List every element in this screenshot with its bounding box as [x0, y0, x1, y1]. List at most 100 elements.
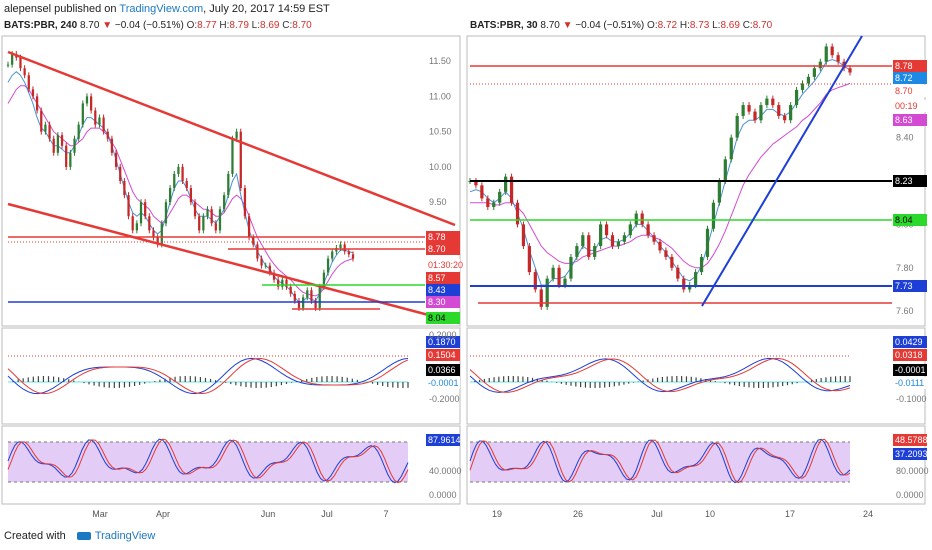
- left-price-candle: [27, 75, 30, 90]
- right-price-candle: [747, 105, 751, 112]
- left-label-870: 8.70: [428, 244, 446, 254]
- right-price-candle: [533, 272, 537, 290]
- panel-frame-2: [1, 425, 461, 505]
- left-price-y-tick: 10.50: [429, 127, 452, 137]
- right-price-candle: [593, 246, 597, 257]
- right-label-863: 8.63: [895, 115, 913, 125]
- left-price-candle: [272, 272, 276, 280]
- right-price-candle: [848, 68, 852, 73]
- right-label-870-bg: [893, 85, 927, 97]
- left-label-timer-bg: [426, 259, 460, 271]
- left-price-candle: [214, 223, 217, 231]
- right-x-tick: 17: [785, 509, 795, 519]
- right-label-823-bg: [893, 175, 927, 187]
- right-price-candle: [664, 250, 668, 257]
- left-stoch-value-label-bg: [426, 434, 460, 446]
- left-price-candle: [314, 300, 317, 308]
- right-price-candle: [646, 224, 650, 236]
- right-price-candle: [492, 202, 496, 208]
- right-price-candle: [771, 98, 775, 106]
- right-price-candle: [705, 228, 710, 257]
- right-high: 8.73: [689, 20, 710, 31]
- right-price-candle: [765, 98, 769, 106]
- right-label-773-bg: [893, 280, 927, 292]
- left-price-y-tick: 11.00: [429, 91, 451, 101]
- right-price-candle: [587, 235, 591, 257]
- left-price-candle: [131, 216, 134, 231]
- right-x-tick: Jul: [651, 509, 663, 519]
- left-close: 8.70: [292, 20, 312, 31]
- left-price-candle: [351, 254, 355, 259]
- left-price-candle: [193, 202, 197, 217]
- left-price-candle: [218, 209, 222, 231]
- left-price-candle: [198, 216, 201, 231]
- right-symbol[interactable]: BATS:PBR, 30: [470, 20, 538, 31]
- right-price-candle: [759, 105, 763, 121]
- left-price-y-tick: 11.50: [429, 56, 451, 66]
- charts-canvas[interactable]: 11.5011.0010.5010.009.509.008.788.7001:3…: [0, 0, 932, 525]
- right-stoch-d-line: [469, 438, 851, 484]
- right-price-candle: [599, 224, 603, 247]
- site-link[interactable]: TradingView.com: [119, 3, 204, 15]
- left-price-candle: [6, 64, 10, 66]
- right-macd-value-label: 0.0429: [895, 337, 923, 347]
- left-price-candle: [189, 188, 193, 203]
- left-price-candle: [343, 244, 346, 252]
- right-x-tick: 10: [705, 509, 715, 519]
- right-label-878-bg: [893, 60, 927, 72]
- right-macd-value-label: 0.0318: [895, 350, 923, 360]
- right-price-candle: [581, 235, 585, 247]
- right-price-candle: [676, 267, 680, 279]
- left-price-candle: [306, 290, 309, 298]
- right-price-candle: [539, 289, 543, 307]
- left-price-candle: [202, 216, 205, 231]
- left-macd-value-label-bg: [426, 349, 460, 361]
- left-label-timer: 01:30:20: [428, 260, 463, 270]
- left-label-804: 8.04: [428, 313, 446, 323]
- right-label-804: 8.04: [895, 215, 913, 225]
- right-label-timer-bg: [893, 100, 927, 112]
- left-price-candle: [90, 96, 93, 111]
- right-price-candle: [711, 202, 716, 229]
- author-name[interactable]: alepensel: [4, 3, 52, 15]
- right-price-candle: [818, 61, 822, 69]
- left-label-878: 8.78: [428, 232, 446, 242]
- right-stoch-value-label-bg: [893, 448, 927, 460]
- left-price-candle: [56, 135, 60, 153]
- right-price-candle: [694, 272, 698, 286]
- left-macd-value-label-bg: [426, 336, 460, 348]
- left-price-candle: [77, 124, 80, 139]
- left-price-candle: [148, 216, 151, 231]
- left-price-candle: [123, 181, 126, 196]
- left-price-candle: [256, 244, 259, 259]
- left-price-candle: [210, 209, 213, 224]
- left-price-candle: [31, 89, 35, 97]
- left-price-candle: [69, 152, 72, 167]
- right-price-candle: [682, 278, 686, 290]
- left-macd-value-label: -0.0001: [428, 378, 459, 388]
- left-label-830-bg: [426, 296, 460, 308]
- right-label-773: 7.73: [895, 281, 913, 291]
- left-price-candle: [40, 110, 43, 132]
- left-price-candle: [94, 110, 97, 125]
- right-price-candle: [699, 256, 704, 273]
- left-symbol[interactable]: BATS:PBR, 240: [4, 20, 78, 31]
- right-label-863-bg: [893, 114, 927, 126]
- left-price-candle: [231, 138, 234, 174]
- left-macd-value-label: 0.1504: [428, 350, 456, 360]
- right-macd-macd-line: [469, 357, 851, 393]
- left-price-ma-fast-line: [7, 71, 354, 303]
- published-on-text: published on: [54, 3, 117, 15]
- right-price-candle: [486, 198, 490, 208]
- tradingview-brand[interactable]: TradingView: [94, 530, 156, 542]
- right-price-candle: [812, 68, 816, 77]
- left-price-candle: [322, 272, 326, 287]
- left-price-candle: [119, 166, 122, 181]
- left-stoch-y-tick: 40.0000: [429, 466, 462, 476]
- left-price-candle: [235, 131, 238, 139]
- right-price-candle: [800, 83, 805, 90]
- left-price-candle: [264, 265, 267, 267]
- left-high: 8.79: [229, 20, 249, 31]
- right-x-tick: 26: [573, 509, 583, 519]
- left-macd-macd-line: [7, 357, 409, 395]
